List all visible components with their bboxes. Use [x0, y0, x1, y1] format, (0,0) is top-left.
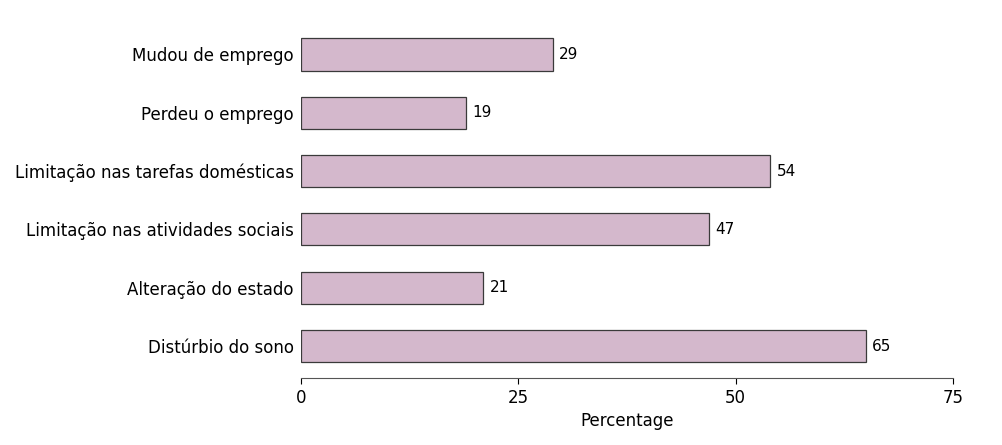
Bar: [301, 213, 708, 246]
Text: 65: 65: [871, 339, 891, 353]
Text: 47: 47: [714, 222, 734, 237]
Text: 19: 19: [472, 105, 491, 120]
Bar: [301, 38, 552, 70]
X-axis label: Percentage: Percentage: [579, 412, 673, 430]
Bar: [301, 97, 466, 129]
Bar: [301, 272, 483, 304]
Text: 29: 29: [558, 47, 578, 62]
Bar: [301, 155, 770, 187]
Text: 21: 21: [489, 280, 508, 295]
Bar: [301, 330, 865, 362]
Text: 54: 54: [776, 164, 795, 178]
